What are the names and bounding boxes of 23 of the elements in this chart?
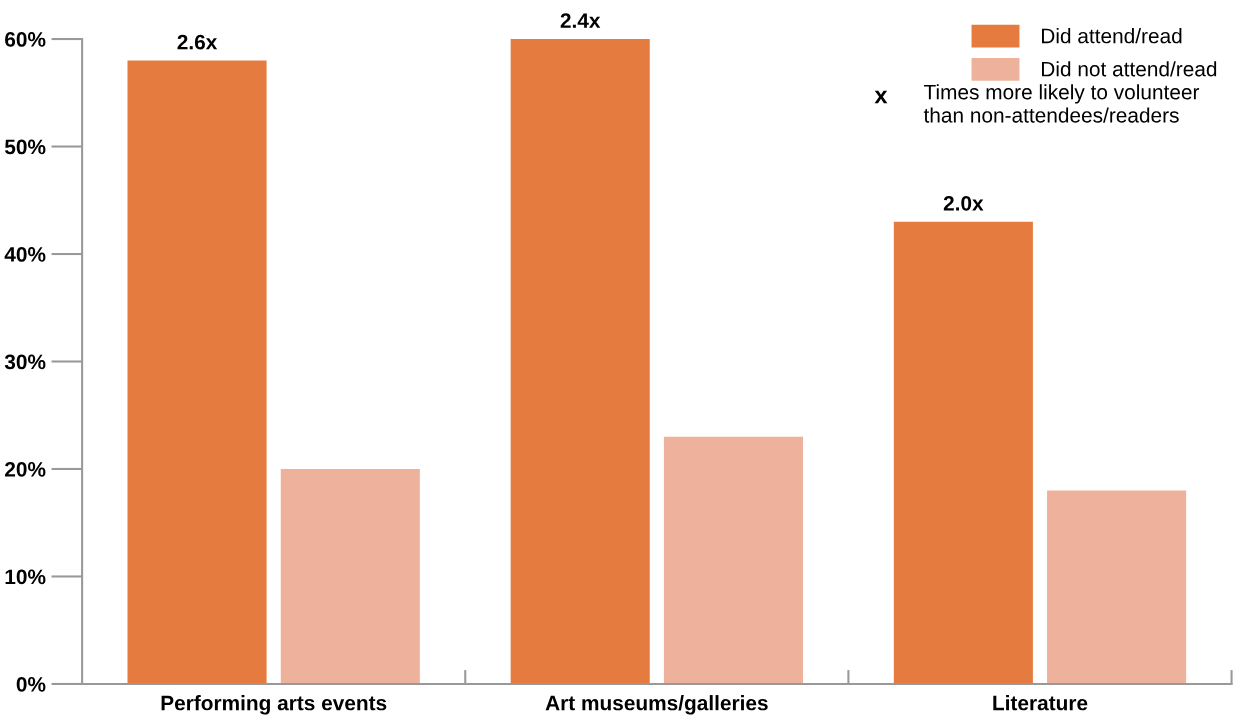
annotation: 2.6x	[177, 34, 218, 50]
x-tick-label: Literature	[993, 695, 1088, 711]
annotation: Times more likely to volunteer than non-attendees/readers	[923, 84, 1200, 123]
text: 2.4x	[560, 13, 601, 28]
legend-label: Did attend/read	[1042, 28, 1182, 44]
y-tick-label: 20%	[5, 461, 46, 477]
bar	[280, 468, 420, 684]
y-tick-label: 0%	[16, 676, 46, 692]
x-tick-label: Performing arts events	[161, 695, 387, 715]
x-tick-label: Art museums/galleries	[545, 695, 768, 715]
bar	[1047, 490, 1187, 684]
bar	[510, 39, 650, 684]
bar	[663, 436, 803, 684]
y-tick-label: 40%	[4, 247, 46, 262]
y-tick-label: 50%	[4, 139, 46, 155]
annotation: x	[874, 90, 888, 104]
bar	[893, 221, 1033, 684]
legend-label: Did not attend/read	[1042, 61, 1217, 77]
annotation: 2.0x	[943, 195, 984, 211]
bar	[127, 60, 267, 684]
y-tick-label: 60%	[5, 32, 46, 47]
y-tick-label: 30%	[4, 354, 46, 370]
y-tick-label: 10%	[5, 569, 46, 585]
